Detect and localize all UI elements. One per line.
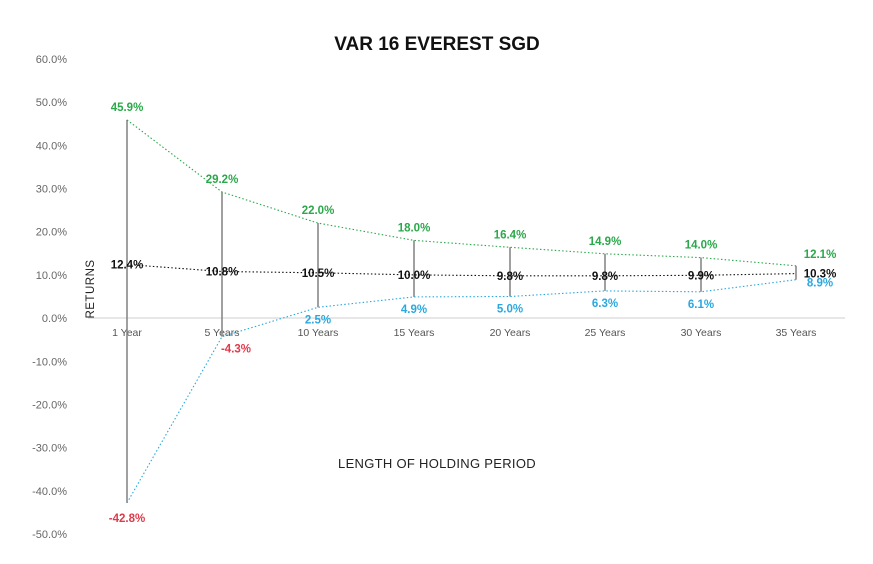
- y-tick-label: 40.0%: [36, 140, 67, 152]
- y-tick-label: 30.0%: [36, 184, 67, 196]
- data-label: 10.0%: [398, 270, 431, 282]
- data-label: 8.9%: [807, 278, 833, 290]
- data-label: -4.3%: [221, 344, 251, 356]
- y-tick-label: -30.0%: [32, 443, 67, 455]
- y-tick-label: -50.0%: [32, 529, 67, 541]
- data-label: 2.5%: [305, 314, 331, 326]
- x-tick-label: 10 Years: [298, 327, 339, 339]
- data-label: 10.3%: [804, 269, 837, 281]
- data-label: 6.3%: [592, 298, 618, 310]
- y-tick-label: 50.0%: [36, 97, 67, 109]
- x-tick-label: 15 Years: [394, 327, 435, 339]
- data-label: 14.9%: [589, 236, 622, 248]
- x-axis: 1 Year 5 Years 10 Years 15 Years 20 Years 25 …: [112, 327, 816, 339]
- data-label: 12.4%: [111, 260, 144, 272]
- data-label: 18.0%: [398, 222, 431, 234]
- data-label: 6.1%: [688, 299, 714, 311]
- data-label: 29.2%: [206, 174, 239, 186]
- x-axis-label: LENGTH OF HOLDING PERIOD: [338, 456, 536, 471]
- data-label: 14.0%: [685, 240, 718, 252]
- y-axis: 60.0% 50.0% 40.0% 30.0% 20.0% 10.0% 0.0% -10.0%…: [32, 54, 67, 541]
- y-tick-label: -10.0%: [32, 356, 67, 368]
- x-tick-label: 20 Years: [490, 327, 531, 339]
- data-label: 10.8%: [206, 266, 239, 278]
- data-label: -42.8%: [109, 513, 145, 525]
- x-tick-label: 25 Years: [585, 327, 626, 339]
- y-tick-label: 0.0%: [42, 313, 67, 325]
- y-tick-label: 60.0%: [36, 54, 67, 66]
- min-series-line: [126, 279, 797, 504]
- x-tick-label: 30 Years: [681, 327, 722, 339]
- y-tick-label: 20.0%: [36, 227, 67, 239]
- data-label: 16.4%: [494, 229, 527, 241]
- data-label: 45.9%: [111, 102, 144, 114]
- x-tick-label: 35 Years: [776, 327, 817, 339]
- data-label: 22.0%: [302, 205, 335, 217]
- y-tick-label: 10.0%: [36, 270, 67, 282]
- data-labels: 45.9% 29.2% 22.0% 18.0% 16.4% 14.9% 14.0% 12.1%…: [109, 102, 837, 525]
- data-label: 10.5%: [302, 268, 335, 280]
- y-tick-label: -20.0%: [32, 399, 67, 411]
- data-label: 9.8%: [497, 271, 523, 283]
- range-bars: [126, 119, 797, 503]
- max-series-line: [126, 119, 797, 267]
- data-label: 9.8%: [592, 271, 618, 283]
- chart-title: VAR 16 EVEREST SGD: [334, 34, 540, 55]
- data-label: 12.1%: [804, 249, 837, 261]
- data-label: 9.9%: [688, 270, 714, 282]
- series-lines: [126, 119, 797, 504]
- data-label: 4.9%: [401, 304, 427, 316]
- y-axis-label: RETURNS: [85, 259, 97, 318]
- y-tick-label: -40.0%: [32, 486, 67, 498]
- data-label: 5.0%: [497, 304, 523, 316]
- median-series-line: [126, 263, 797, 277]
